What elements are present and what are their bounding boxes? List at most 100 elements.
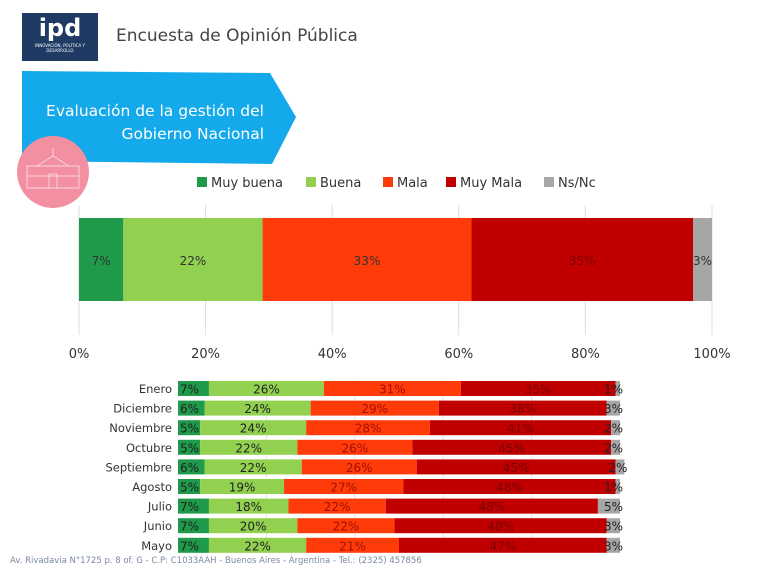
data-label: 26% xyxy=(346,461,373,475)
legend-swatch xyxy=(306,177,316,187)
logo-text: ipd xyxy=(38,14,82,42)
data-label: 7% xyxy=(180,520,199,534)
bar-segment xyxy=(178,498,209,514)
data-label: 6% xyxy=(180,402,199,416)
legend-swatch xyxy=(197,177,207,187)
category-label: Agosto xyxy=(132,480,172,494)
bar-segment-ns-nc xyxy=(693,218,712,301)
legend-label: Muy Mala xyxy=(460,176,522,191)
logo-subtitle: INNOVACIÓN, POLÍTICA Y DESARROLLO xyxy=(35,43,85,53)
ipd-logo: ipd INNOVACIÓN, POLÍTICA Y DESARROLLO xyxy=(22,13,98,61)
bar-segment xyxy=(606,537,620,553)
bar-segment xyxy=(178,381,209,396)
data-label: 26% xyxy=(253,383,280,397)
data-label: 22% xyxy=(235,441,262,455)
bar-segment xyxy=(606,518,620,534)
bar-segment xyxy=(204,400,311,416)
data-label: 3% xyxy=(604,539,623,553)
bar-segment xyxy=(615,381,620,396)
data-label: 29% xyxy=(361,402,388,416)
bar-segment xyxy=(200,420,307,436)
data-label: 22% xyxy=(240,461,267,475)
data-label: 45% xyxy=(498,441,525,455)
data-label: 2% xyxy=(604,441,623,455)
bar-segment xyxy=(200,479,285,494)
data-label: 22% xyxy=(180,254,207,268)
bar-segment-muy-buena xyxy=(79,218,124,301)
category-label: Noviembre xyxy=(109,421,172,435)
bar-segment xyxy=(178,518,209,534)
data-label: 7% xyxy=(180,383,199,397)
data-label: 35% xyxy=(569,254,596,268)
banner-line-2: Gobierno Nacional xyxy=(121,125,264,143)
legend-label: Buena xyxy=(320,176,361,191)
data-label: 22% xyxy=(244,539,271,553)
category-label: Diciembre xyxy=(113,402,172,416)
title-banner xyxy=(22,71,296,164)
data-label: 5% xyxy=(604,500,623,514)
data-label: 38% xyxy=(509,402,536,416)
data-label: 27% xyxy=(330,481,357,495)
data-label: 19% xyxy=(229,481,256,495)
x-tick-label: 60% xyxy=(444,347,473,362)
bar-segment xyxy=(208,518,298,534)
bar-segment xyxy=(284,479,404,494)
legend-label: Mala xyxy=(397,176,428,191)
data-label: 22% xyxy=(333,520,360,534)
bar-segment xyxy=(606,400,620,416)
bar-segment xyxy=(297,518,395,534)
bar-segment xyxy=(208,381,324,396)
legend-swatch xyxy=(446,177,456,187)
category-label: Mayo xyxy=(141,539,172,553)
bar-segment-mala xyxy=(262,218,472,301)
data-label: 22% xyxy=(324,500,351,514)
category-label: Junio xyxy=(143,519,172,533)
bar-segment xyxy=(288,498,386,514)
data-label: 26% xyxy=(341,441,368,455)
data-label: 2% xyxy=(608,461,627,475)
data-label: 35% xyxy=(525,383,552,397)
bar-segment xyxy=(306,537,399,553)
bar-segment xyxy=(615,459,625,475)
bar-segment xyxy=(611,439,620,455)
data-label: 3% xyxy=(604,402,623,416)
data-label: 18% xyxy=(235,500,262,514)
legend-swatch xyxy=(383,177,393,187)
data-label: 21% xyxy=(339,539,366,553)
data-label: 5% xyxy=(180,441,199,455)
bar-segment xyxy=(178,459,205,475)
data-label: 24% xyxy=(240,422,267,436)
bar-segment-buena xyxy=(123,218,263,301)
bar-segment xyxy=(178,400,205,416)
data-label: 7% xyxy=(92,254,111,268)
bar-segment xyxy=(597,498,620,514)
data-label: 7% xyxy=(180,539,199,553)
banner-title: Evaluación de la gestión del Gobierno Na… xyxy=(28,100,264,146)
x-tick-label: 40% xyxy=(318,347,347,362)
category-label: Septiembre xyxy=(105,460,172,474)
bar-segment xyxy=(200,439,298,455)
data-label: 48% xyxy=(496,481,523,495)
data-label: 33% xyxy=(354,254,381,268)
bar-segment xyxy=(178,537,209,553)
bar-segment xyxy=(399,537,607,553)
category-label: Enero xyxy=(139,382,172,396)
page-title: Encuesta de Opinión Pública xyxy=(116,26,358,46)
data-label: 47% xyxy=(490,539,517,553)
data-label: 48% xyxy=(478,500,505,514)
x-tick-label: 100% xyxy=(693,347,730,362)
bar-segment xyxy=(416,459,616,475)
data-label: 6% xyxy=(180,461,199,475)
data-label: 7% xyxy=(180,500,199,514)
casa-rosada-emblem-icon xyxy=(17,136,89,208)
data-label: 5% xyxy=(180,481,199,495)
bar-segment xyxy=(438,400,607,416)
bar-segment xyxy=(615,479,620,494)
bar-segment xyxy=(394,518,607,534)
x-tick-label: 80% xyxy=(571,347,600,362)
legend-label: Ns/Nc xyxy=(558,176,596,191)
bar-segment xyxy=(310,400,439,416)
category-label: Octubre xyxy=(126,441,172,455)
bar-segment xyxy=(460,381,616,396)
bar-segment xyxy=(429,420,612,436)
